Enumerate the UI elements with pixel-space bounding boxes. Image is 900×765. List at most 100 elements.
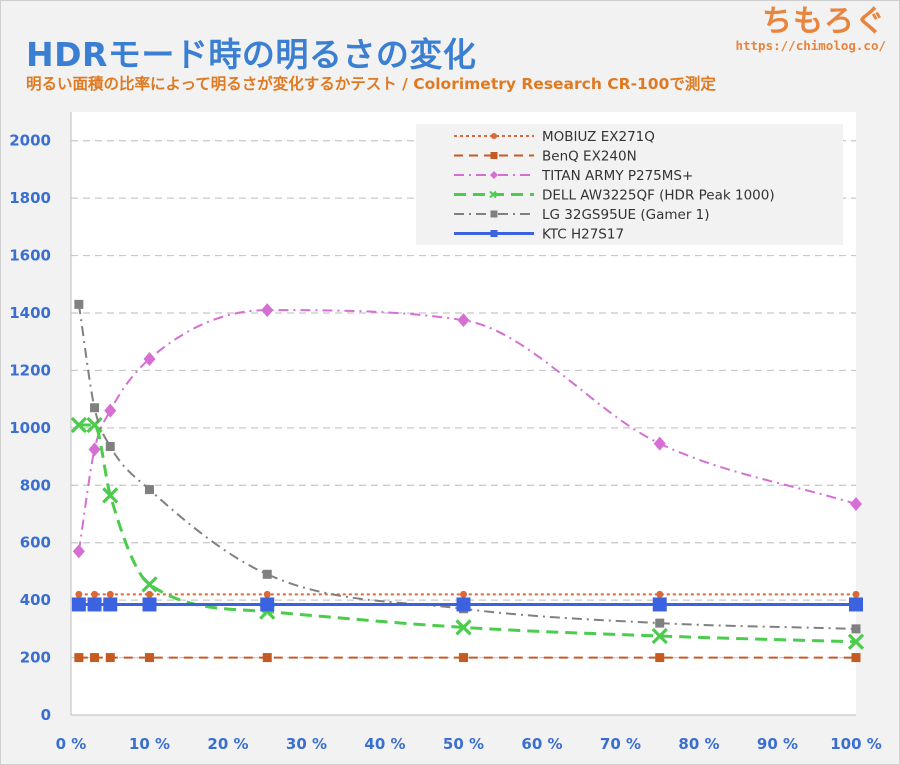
brand: ちもろぐ https://chimolog.co/: [735, 4, 886, 53]
legend-item: BenQ EX240N: [454, 149, 637, 165]
data-point: [261, 303, 274, 318]
y-tick-label: 1200: [9, 361, 51, 379]
data-point: [88, 442, 101, 457]
chart-title: HDRモード時の明るさの変化: [26, 35, 477, 74]
legend-item: MOBIUZ EX271Q: [454, 129, 655, 145]
data-point: [653, 436, 666, 451]
data-point: [74, 299, 84, 309]
legend-box: [416, 124, 843, 245]
series-1: [75, 590, 860, 598]
y-tick-label: 1800: [9, 189, 51, 207]
series-4: [70, 416, 865, 650]
x-tick-label: 100 %: [830, 735, 882, 753]
series-3: [72, 303, 862, 559]
data-point: [655, 618, 665, 628]
legend-item: DELL AW3225QF (HDR Peak 1000): [454, 188, 775, 204]
data-point: [74, 653, 84, 663]
y-tick-label: 1000: [9, 419, 51, 437]
data-point: [459, 653, 468, 663]
data-point: [105, 653, 115, 663]
data-point: [847, 633, 865, 650]
x-tick-label: 30 %: [286, 735, 327, 753]
series-line: [78, 423, 857, 644]
x-tick-label: 50 %: [443, 735, 484, 753]
legend-label: KTC H27S17: [542, 227, 624, 243]
data-point: [852, 590, 860, 598]
legend-marker: [490, 230, 498, 237]
y-tick-label: 200: [20, 649, 51, 667]
data-point: [146, 590, 153, 598]
data-point: [262, 653, 272, 663]
data-point: [143, 351, 156, 366]
data-point: [260, 597, 275, 612]
data-point: [262, 569, 272, 579]
legend-label: DELL AW3225QF (HDR Peak 1000): [542, 188, 775, 204]
data-point: [263, 590, 271, 598]
data-point: [70, 416, 87, 434]
data-point: [72, 544, 85, 559]
y-tick-label: 400: [20, 591, 51, 609]
x-tick-label: 80 %: [678, 735, 719, 753]
y-tick-label: 800: [20, 476, 51, 494]
data-point: [91, 590, 99, 598]
legend-marker: [490, 210, 498, 218]
legend-marker: [490, 152, 498, 159]
data-point: [456, 597, 471, 612]
data-point: [656, 590, 664, 598]
legend: MOBIUZ EX271Q BenQ EX240N TITAN ARMY P275M…: [416, 124, 843, 245]
legend-label: TITAN ARMY P275MS+: [541, 168, 693, 184]
y-tick-label: 0: [41, 706, 51, 724]
data-point: [849, 597, 863, 612]
data-point: [103, 597, 118, 612]
brand-logo: ちもろぐ: [762, 4, 886, 39]
x-tick-label: 10 %: [129, 735, 170, 753]
data-point: [71, 597, 86, 612]
data-point: [75, 590, 83, 598]
data-point: [90, 653, 100, 663]
data-point: [455, 619, 472, 636]
y-tick-label: 1400: [9, 304, 51, 322]
data-point: [145, 653, 154, 663]
x-tick-label: 0 %: [56, 735, 87, 753]
data-point: [460, 590, 467, 598]
data-point: [105, 442, 115, 452]
data-point: [142, 597, 157, 612]
series-2: [74, 653, 861, 663]
legend-item: TITAN ARMY P275MS+: [454, 168, 693, 184]
data-point: [102, 487, 119, 504]
x-tick-label: 60 %: [521, 735, 562, 753]
legend-marker: [490, 171, 498, 179]
x-tick-label: 20 %: [207, 735, 248, 753]
data-point: [141, 576, 158, 593]
legend-marker: [491, 133, 497, 139]
x-tick-label: 90 %: [757, 735, 798, 753]
data-point: [104, 403, 117, 418]
data-point: [651, 627, 668, 645]
data-point: [106, 590, 114, 598]
y-tick-label: 600: [20, 534, 51, 552]
data-point: [851, 624, 861, 634]
data-point: [457, 313, 470, 328]
legend-label: MOBIUZ EX271Q: [542, 129, 655, 145]
data-point: [850, 496, 862, 511]
x-tick-label: 70 %: [600, 735, 641, 753]
brand-url: https://chimolog.co/: [735, 38, 886, 53]
data-point: [90, 403, 100, 413]
legend-item: LG 32GS95UE (Gamer 1): [454, 207, 710, 223]
data-point: [655, 653, 665, 663]
x-tick-label: 40 %: [364, 735, 405, 753]
data-point: [86, 416, 103, 434]
data-point: [145, 485, 154, 495]
data-point: [851, 653, 861, 663]
chart-subtitle: 明るい面積の比率によって明るさが変化するかテスト / Colorimetry R…: [26, 75, 716, 93]
y-tick-label: 2000: [9, 132, 51, 150]
data-point: [87, 597, 102, 612]
legend-marker: [489, 190, 497, 199]
legend-label: LG 32GS95UE (Gamer 1): [542, 207, 710, 223]
data-point: [652, 597, 667, 612]
y-tick-label: 1600: [9, 247, 51, 265]
legend-label: BenQ EX240N: [542, 149, 637, 165]
series-6: [71, 597, 863, 612]
legend-item: KTC H27S17: [454, 227, 624, 243]
